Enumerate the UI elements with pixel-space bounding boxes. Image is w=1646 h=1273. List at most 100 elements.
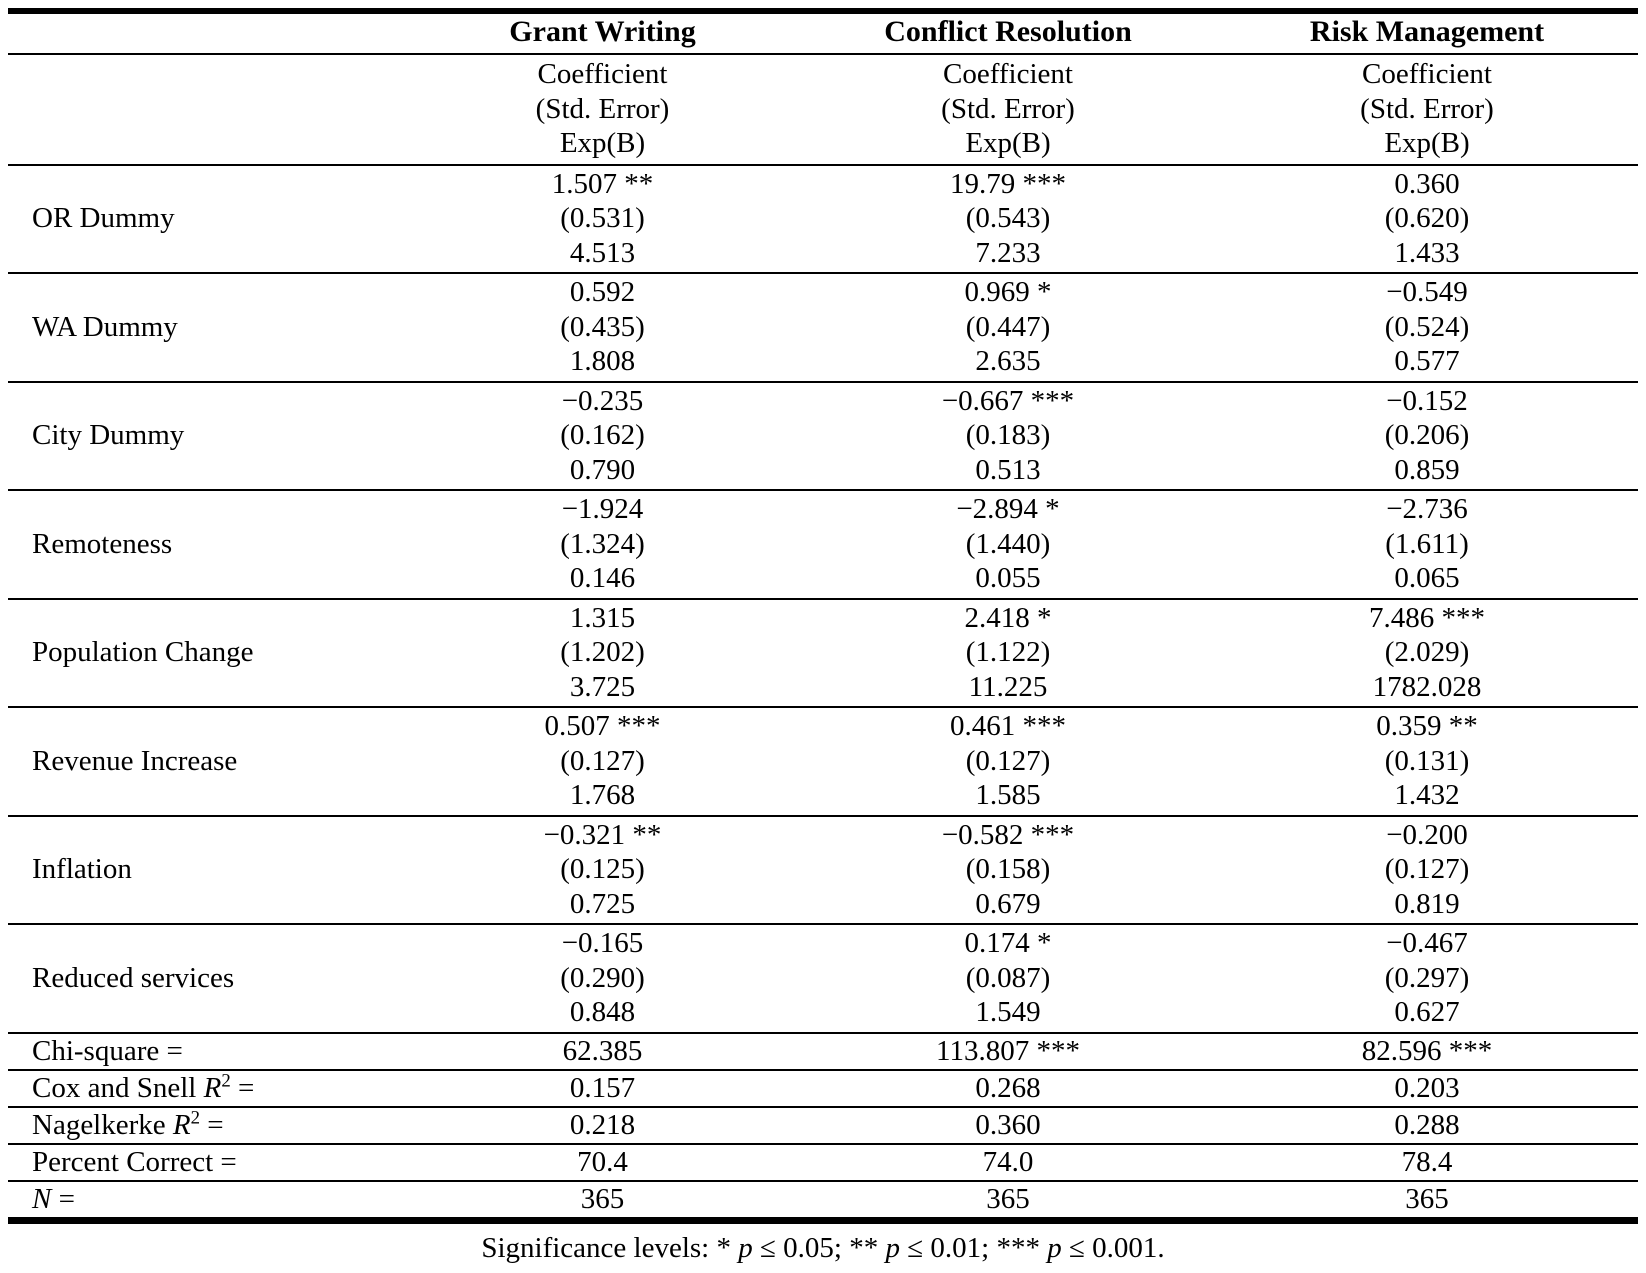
coefficient-value: −0.667 *** xyxy=(941,384,1075,417)
model2-cell: 0.969 * (0.447) 2.635 xyxy=(800,273,1216,383)
row-label: Remoteness xyxy=(8,490,405,600)
exp-b-header: Exp(B) xyxy=(965,127,1051,159)
row-label: Chi-square = xyxy=(8,1032,405,1071)
std-error-header: (Std. Error) xyxy=(535,92,670,125)
coefficient-value: 0.174 * xyxy=(964,927,1052,959)
model2-cell: −2.894 * (1.440) 0.055 xyxy=(800,490,1216,600)
model2-cell: 19.79 *** (0.543) 7.233 xyxy=(800,164,1216,274)
exp-b-value: 0.848 xyxy=(569,996,636,1028)
model2-cell: −0.582 *** (0.158) 0.679 xyxy=(800,815,1216,925)
std-error-value: (0.447) xyxy=(965,310,1051,343)
model3-cell: 0.359 ** (0.131) 1.432 xyxy=(1216,707,1638,817)
row-label: Population Change xyxy=(8,598,405,708)
model2-cell: −0.667 *** (0.183) 0.513 xyxy=(800,381,1216,491)
model2-cell: 0.461 *** (0.127) 1.585 xyxy=(800,707,1216,817)
exp-b-value: 0.725 xyxy=(569,887,636,920)
corner-cell xyxy=(8,54,405,166)
coefficient-value: 1.507 ** xyxy=(551,167,654,200)
table-row-chi-square: Chi-square = 62.385 113.807 *** 82.596 *… xyxy=(8,1032,1638,1071)
summary-value: 82.596 *** xyxy=(1216,1032,1638,1071)
summary-value: 62.385 xyxy=(405,1032,800,1071)
model3-cell: 7.486 *** (2.029) 1782.028 xyxy=(1216,598,1638,708)
stat-header-cell: Coefficient (Std. Error) Exp(B) xyxy=(405,54,800,166)
model1-cell: −0.321 ** (0.125) 0.725 xyxy=(405,815,800,925)
column-header-risk-management: Risk Management xyxy=(1216,11,1638,55)
table-row-population-change: Population Change 1.315 (1.202) 3.725 2.… xyxy=(8,598,1638,708)
model1-cell: 1.315 (1.202) 3.725 xyxy=(405,598,800,708)
column-header-grant-writing: Grant Writing xyxy=(405,11,800,55)
coefficient-value: 0.969 * xyxy=(964,276,1052,308)
table-row-cox-snell-r2: Cox and Snell R2 = 0.157 0.268 0.203 xyxy=(8,1069,1638,1108)
exp-b-value: 0.577 xyxy=(1394,345,1460,377)
stat-header-cell: Coefficient (Std. Error) Exp(B) xyxy=(1216,54,1638,166)
exp-b-value: 0.065 xyxy=(1394,562,1460,594)
coefficient-value: −0.321 ** xyxy=(543,818,662,851)
model1-cell: −1.924 (1.324) 0.146 xyxy=(405,490,800,600)
exp-b-value: 1.768 xyxy=(569,779,636,811)
model3-cell: −0.200 (0.127) 0.819 xyxy=(1216,815,1638,925)
std-error-value: (0.290) xyxy=(560,961,645,994)
model1-cell: −0.235 (0.162) 0.790 xyxy=(405,381,800,491)
row-label: N = xyxy=(32,1182,75,1215)
std-error-value: (0.131) xyxy=(1384,744,1470,777)
summary-value: 78.4 xyxy=(1216,1143,1638,1182)
std-error-value: (0.125) xyxy=(560,853,645,885)
model1-cell: −0.165 (0.290) 0.848 xyxy=(405,924,800,1034)
table-row-n: N = 365 365 365 xyxy=(8,1181,1638,1221)
coefficient-value: 1.315 xyxy=(569,601,636,634)
std-error-value: (0.162) xyxy=(560,419,645,451)
model3-cell: 0.360 (0.620) 1.433 xyxy=(1216,164,1638,274)
std-error-value: (0.127) xyxy=(1384,853,1470,885)
summary-value: 0.218 xyxy=(405,1106,800,1145)
std-error-value: (0.127) xyxy=(965,744,1051,777)
coefficient-value: −2.894 * xyxy=(956,493,1060,525)
table-row-percent-correct: Percent Correct = 70.4 74.0 78.4 xyxy=(8,1143,1638,1182)
row-label: City Dummy xyxy=(8,381,405,491)
coefficient-value: 0.360 xyxy=(1394,167,1460,200)
exp-b-value: 4.513 xyxy=(569,236,636,269)
exp-b-value: 0.146 xyxy=(569,562,636,594)
std-error-value: (0.297) xyxy=(1384,961,1470,994)
coefficient-header: Coefficient xyxy=(537,58,668,90)
model2-cell: 2.418 * (1.122) 11.225 xyxy=(800,598,1216,708)
coefficient-value: 0.359 ** xyxy=(1376,710,1478,742)
table-row-city-dummy: City Dummy −0.235 (0.162) 0.790 −0.667 *… xyxy=(8,381,1638,491)
model3-cell: −0.152 (0.206) 0.859 xyxy=(1216,381,1638,491)
table-row-nagelkerke-r2: Nagelkerke R2 = 0.218 0.360 0.288 xyxy=(8,1106,1638,1145)
exp-b-value: 1.549 xyxy=(975,996,1041,1028)
coefficient-value: −0.582 *** xyxy=(941,818,1075,851)
summary-value: 0.157 xyxy=(405,1069,800,1108)
row-label: Revenue Increase xyxy=(8,707,405,817)
exp-b-value: 0.055 xyxy=(975,562,1041,594)
row-label: Percent Correct = xyxy=(8,1143,405,1182)
summary-value: 365 xyxy=(986,1182,1030,1215)
table-row-wa-dummy: WA Dummy 0.592 (0.435) 1.808 0.969 * (0.… xyxy=(8,273,1638,383)
coefficient-value: −2.736 xyxy=(1386,493,1468,525)
std-error-value: (0.524) xyxy=(1384,310,1470,343)
std-error-value: (0.127) xyxy=(560,744,645,777)
stat-header-cell: Coefficient (Std. Error) Exp(B) xyxy=(800,54,1216,166)
std-error-header: (Std. Error) xyxy=(941,92,1075,125)
coefficient-value: −0.152 xyxy=(1386,384,1468,417)
summary-value: 0.203 xyxy=(1216,1069,1638,1108)
exp-b-header: Exp(B) xyxy=(1384,127,1470,159)
exp-b-value: 0.859 xyxy=(1394,453,1460,486)
table-row-reduced-services: Reduced services −0.165 (0.290) 0.848 0.… xyxy=(8,924,1638,1034)
exp-b-value: 1.808 xyxy=(569,345,636,377)
std-error-value: (2.029) xyxy=(1384,636,1470,668)
std-error-value: (1.202) xyxy=(560,636,645,668)
exp-b-value: 1.433 xyxy=(1394,236,1460,269)
exp-b-value: 1.585 xyxy=(975,779,1041,811)
summary-value: 0.268 xyxy=(800,1069,1216,1108)
summary-value: 0.360 xyxy=(800,1106,1216,1145)
model1-cell: 0.592 (0.435) 1.808 xyxy=(405,273,800,383)
exp-b-value: 1782.028 xyxy=(1372,670,1482,703)
row-label: Reduced services xyxy=(8,924,405,1034)
table-row-remoteness: Remoteness −1.924 (1.324) 0.146 −2.894 *… xyxy=(8,490,1638,600)
std-error-value: (0.183) xyxy=(965,419,1051,451)
std-error-value: (0.543) xyxy=(965,202,1051,234)
coefficient-value: 0.592 xyxy=(569,276,636,308)
coefficient-value: 2.418 * xyxy=(964,601,1052,634)
coefficient-header: Coefficient xyxy=(943,58,1073,90)
summary-value: 113.807 *** xyxy=(800,1032,1216,1071)
